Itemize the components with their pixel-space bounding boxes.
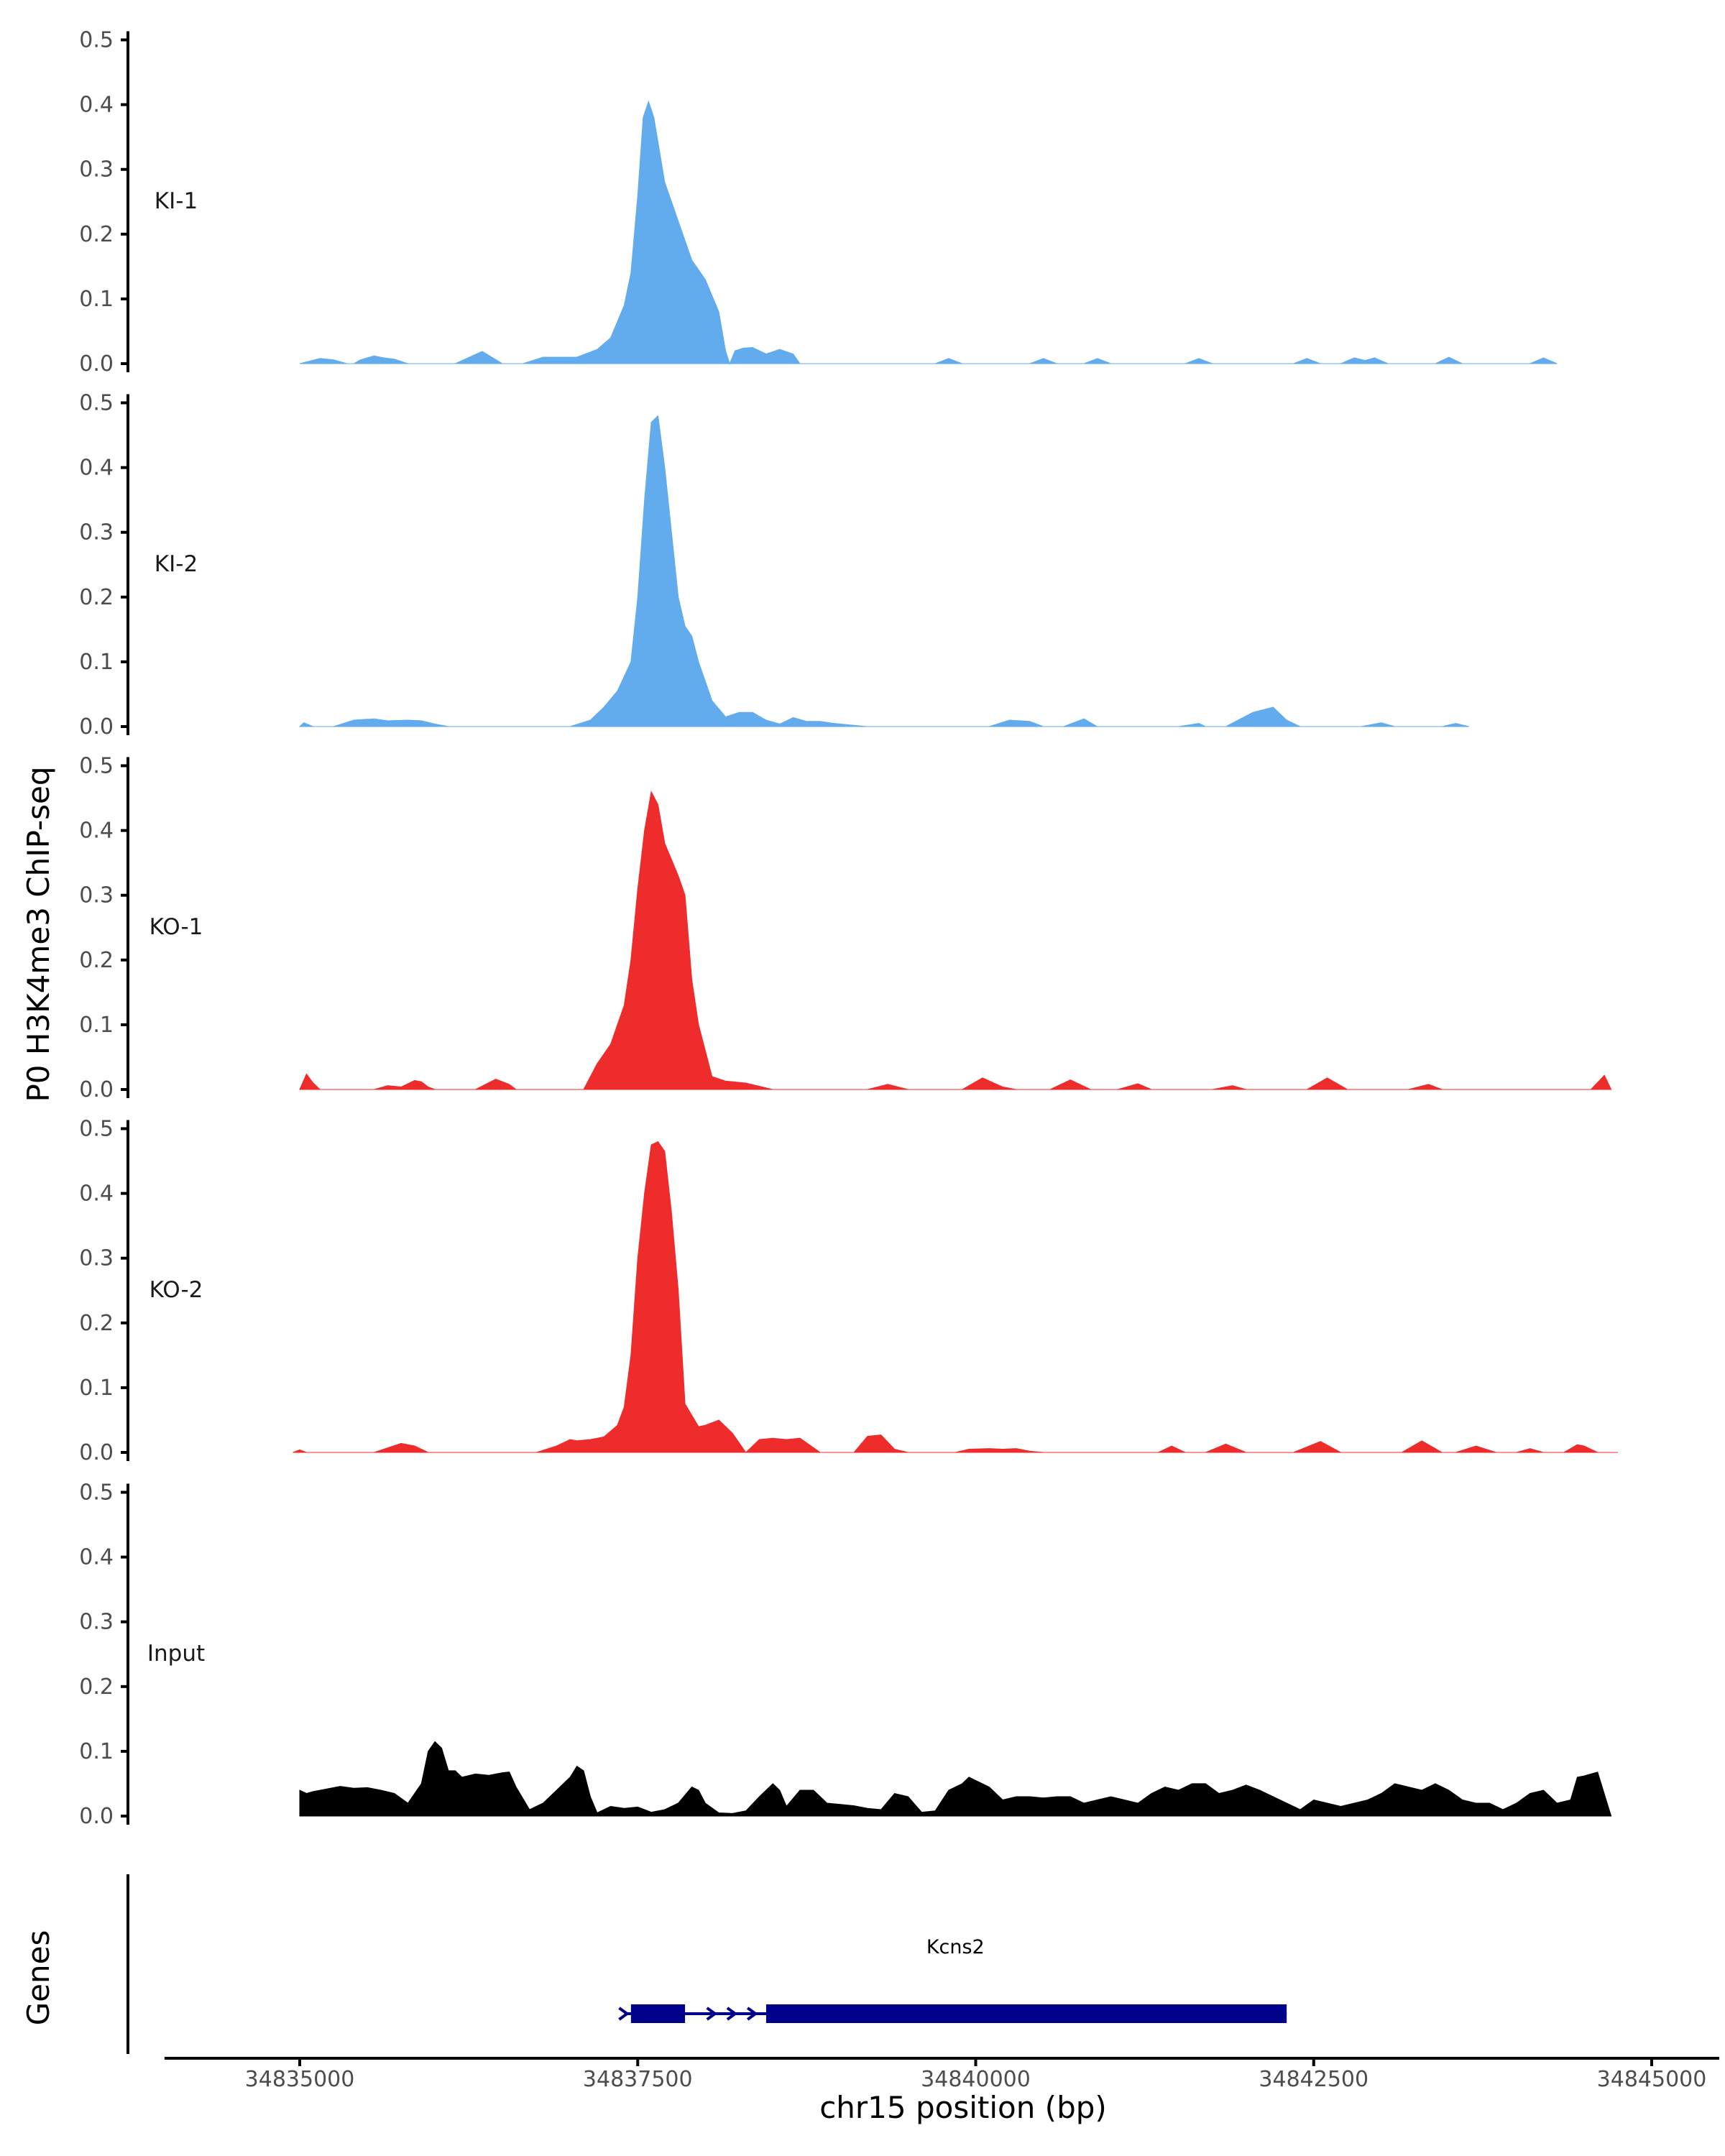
strand-arrow	[706, 2007, 718, 2021]
y-tick-label: 0.3	[79, 883, 114, 908]
gene-name-label: Kcns2	[926, 1936, 985, 1958]
y-tick-label: 0.0	[79, 714, 114, 740]
strand-arrow	[618, 2007, 630, 2021]
y-tick-label: 0.0	[79, 1804, 114, 1829]
y-tick-label: 0.1	[79, 1013, 114, 1038]
track-panel-input: 0.0 0.1 0.2 0.3 0.4 0.5 Input	[79, 1480, 1612, 1829]
y-tick-label: 0.1	[79, 650, 114, 675]
strand-arrow	[746, 2007, 758, 2021]
y-tick-label: 0.2	[79, 585, 114, 610]
coverage-area-ki-2	[298, 415, 1470, 727]
gene-panel: Kcns2	[126, 1874, 1287, 2054]
y-tick-label: 0.4	[79, 456, 114, 481]
track-label-ko-1: KO-1	[150, 914, 203, 940]
strand-arrow	[726, 2007, 738, 2021]
track-panel-ki-1: 0.0 0.1 0.2 0.3 0.4 0.5 KI-1	[79, 28, 1558, 377]
y-tick-label: 0.0	[79, 1077, 114, 1102]
y-tick-label: 0.1	[79, 287, 114, 312]
x-tick-label: 34842500	[1259, 2067, 1368, 2092]
y-tick-label: 0.5	[79, 754, 114, 779]
track-panel-ki-2: 0.0 0.1 0.2 0.3 0.4 0.5 KI-2	[79, 391, 1470, 740]
y-tick-label: 0.3	[79, 1610, 114, 1635]
y-tick-label: 0.3	[79, 1246, 114, 1271]
x-tick-label: 34835000	[245, 2067, 355, 2092]
coverage-area-ki-1	[299, 100, 1558, 365]
y-tick-label: 0.3	[79, 520, 114, 545]
track-label-ki-2: KI-2	[155, 551, 198, 577]
track-panel-ko-1: 0.0 0.1 0.2 0.3 0.4 0.5 KO-1	[79, 754, 1612, 1102]
x-tick-label: 34840000	[921, 2067, 1031, 2092]
track-panel-ko-2: 0.0 0.1 0.2 0.3 0.4 0.5 KO-2	[79, 1117, 1618, 1465]
y-tick-label: 0.5	[79, 1480, 114, 1506]
track-label-ko-2: KO-2	[150, 1277, 203, 1303]
gene-exon	[630, 2004, 686, 2023]
y-tick-label: 0.4	[79, 1181, 114, 1207]
y-tick-label: 0.2	[79, 222, 114, 247]
track-label-input: Input	[147, 1641, 205, 1667]
coverage-area-input	[299, 1741, 1612, 1817]
y-tick-label: 0.1	[79, 1739, 114, 1764]
y-tick-label: 0.4	[79, 1545, 114, 1570]
y-tick-label: 0.0	[79, 351, 114, 377]
y-tick-label: 0.2	[79, 948, 114, 973]
coverage-area-ko-2	[293, 1141, 1618, 1453]
gene-exon	[765, 2004, 1287, 2023]
genes-axis-title: Genes	[21, 1930, 56, 2026]
y-tick-label: 0.2	[79, 1311, 114, 1336]
y-tick-label: 0.4	[79, 93, 114, 118]
y-tick-label: 0.0	[79, 1440, 114, 1465]
y-tick-label: 0.5	[79, 28, 114, 53]
x-tick-label: 34845000	[1597, 2067, 1707, 2092]
y-tick-label: 0.5	[79, 391, 114, 416]
x-axis: 34835000 34837500 34840000 34842500 34845000	[164, 2057, 1720, 2092]
y-tick-label: 0.1	[79, 1376, 114, 1401]
y-tick-label: 0.4	[79, 819, 114, 844]
track-label-ki-1: KI-1	[155, 188, 198, 214]
x-tick-label: 34837500	[583, 2067, 693, 2092]
y-tick-label: 0.2	[79, 1674, 114, 1700]
y-tick-label: 0.5	[79, 1117, 114, 1142]
y-axis-title: P0 H3K4me3 ChIP-seq	[21, 766, 56, 1102]
y-tick-label: 0.3	[79, 157, 114, 183]
x-axis-title: chr15 position (bp)	[819, 2090, 1107, 2125]
coverage-area-ko-1	[299, 790, 1612, 1090]
